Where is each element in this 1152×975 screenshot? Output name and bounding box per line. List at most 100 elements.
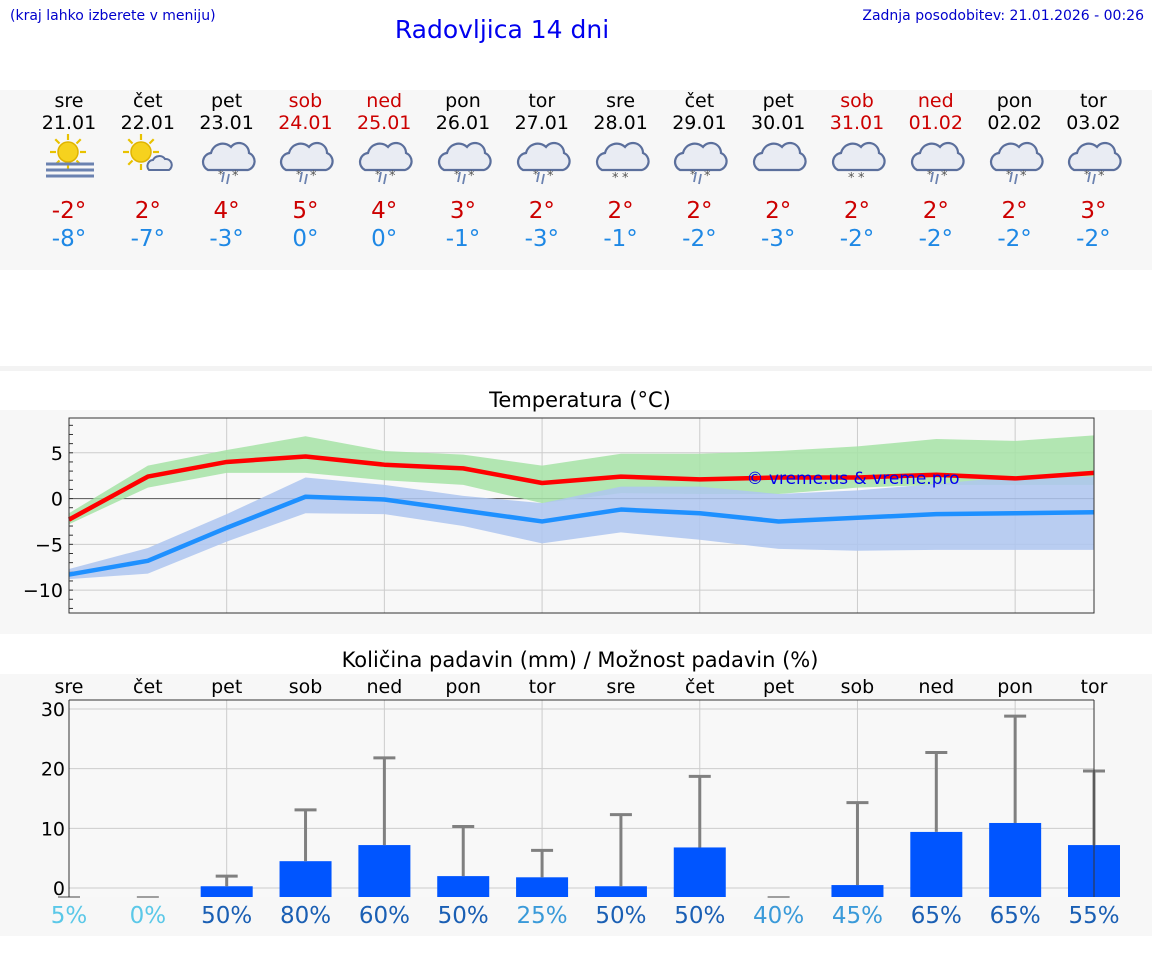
- temp-min: -3°: [760, 226, 796, 252]
- precipitation-bar: [200, 886, 253, 897]
- x-category-label: sre: [55, 676, 84, 698]
- day-name: čet: [133, 90, 163, 112]
- x-category-label: pet: [763, 676, 794, 698]
- precipitation-bar: [358, 845, 411, 897]
- precipitation-bar: [516, 877, 569, 897]
- precipitation-probability: 50%: [201, 903, 253, 929]
- svg-text:*: *: [547, 169, 554, 184]
- sun-fog-icon: [42, 134, 98, 190]
- rain-snow-icon: * *: [278, 134, 335, 190]
- svg-text:*: *: [622, 171, 629, 186]
- x-category-label: sre: [606, 676, 635, 698]
- svg-text:*: *: [941, 169, 948, 184]
- temp-min: -7°: [130, 226, 166, 252]
- y-tick-label: −5: [35, 534, 63, 556]
- day-date: 29.01: [672, 112, 727, 134]
- day-date: 28.01: [593, 112, 648, 134]
- day-name: sob: [288, 90, 323, 112]
- temp-min: -2°: [682, 226, 717, 252]
- x-category-label: pet: [211, 676, 242, 698]
- temperature-plot-frame: [68, 417, 1095, 614]
- day-date: 25.01: [356, 112, 412, 134]
- day-name: čet: [684, 90, 715, 112]
- precipitation-probability: 65%: [910, 903, 962, 929]
- precipitation-probability: 25%: [516, 903, 568, 929]
- rain-snow-icon: * *: [357, 134, 413, 190]
- temp-min: -2°: [918, 226, 954, 252]
- day-name: ned: [366, 90, 403, 112]
- rain-snow-icon: * *: [672, 134, 729, 190]
- svg-text:*: *: [218, 168, 224, 181]
- precipitation-probability: 45%: [831, 903, 884, 929]
- precipitation-bar: [910, 831, 963, 897]
- precipitation-bar: [437, 876, 490, 897]
- temp-max: -2°: [51, 198, 87, 224]
- temp-max: 2°: [528, 198, 555, 224]
- page-title: Radovljica 14 dni: [394, 15, 610, 44]
- rain-snow-icon: * *: [909, 134, 965, 190]
- temp-max: 2°: [765, 198, 792, 224]
- temp-min: -1°: [603, 226, 638, 252]
- rain-snow-icon: * *: [436, 134, 492, 190]
- svg-text:*: *: [375, 168, 381, 181]
- max-temperature-line: [67, 454, 1095, 522]
- precipitation-bar: [989, 822, 1042, 897]
- x-category-label: pon: [445, 676, 481, 698]
- svg-text:*: *: [1084, 168, 1090, 181]
- snow-icon: * *: [830, 134, 886, 190]
- precipitation-probability: 0%: [129, 903, 167, 929]
- temp-max: 4°: [213, 198, 240, 224]
- x-category-label: tor: [529, 676, 556, 698]
- svg-text:*: *: [296, 168, 302, 181]
- svg-text:*: *: [468, 169, 475, 184]
- temperature-chart-title: Temperatura (°C): [489, 388, 671, 412]
- x-category-label: ned: [918, 676, 954, 698]
- cloud-icon: [751, 134, 807, 190]
- temp-max: 2°: [607, 198, 634, 224]
- temp-min: -2°: [1076, 226, 1111, 252]
- svg-text:*: *: [927, 168, 933, 181]
- snow-icon: * *: [594, 134, 650, 190]
- day-date: 21.01: [41, 112, 97, 134]
- temp-min: 0°: [371, 226, 398, 252]
- day-date: 27.01: [514, 112, 569, 134]
- day-name: pon: [996, 90, 1033, 112]
- day-name: tor: [1079, 90, 1107, 112]
- svg-text:*: *: [232, 169, 239, 184]
- temp-max: 2°: [1001, 198, 1028, 224]
- temp-max: 2°: [922, 198, 949, 224]
- precipitation-probability: 5%: [50, 903, 88, 929]
- svg-text:*: *: [454, 168, 460, 181]
- x-category-label: pon: [997, 676, 1033, 698]
- precipitation-bar: [831, 885, 884, 897]
- precipitation-probability: 50%: [437, 903, 489, 929]
- rain-snow-icon: * *: [515, 134, 571, 190]
- svg-text:*: *: [1020, 169, 1027, 184]
- svg-text:*: *: [848, 171, 855, 186]
- day-date: 31.01: [829, 112, 885, 134]
- day-name: sob: [840, 90, 874, 112]
- svg-text:*: *: [533, 168, 539, 181]
- day-date: 01.02: [908, 112, 963, 134]
- y-tick-label: 10: [41, 818, 65, 840]
- y-tick-label: −10: [23, 580, 63, 602]
- temp-max: 5°: [292, 198, 319, 224]
- temp-min: -2°: [839, 226, 875, 252]
- day-name: sre: [606, 90, 636, 112]
- svg-text:*: *: [858, 171, 865, 186]
- day-name: pet: [762, 90, 794, 112]
- precipitation-probability: 55%: [1068, 903, 1120, 929]
- y-tick-label: 5: [51, 443, 63, 465]
- y-tick-label: 30: [41, 699, 65, 721]
- day-name: tor: [528, 90, 556, 112]
- temp-max: 2°: [134, 198, 161, 224]
- precipitation-probability: 60%: [358, 903, 410, 929]
- y-tick-label: 0: [51, 489, 63, 511]
- min-temperature-line: [68, 494, 1095, 577]
- min-temperature-range-band: [69, 476, 1094, 580]
- precipitation-bar: [279, 861, 332, 897]
- x-category-label: čet: [685, 676, 715, 698]
- x-category-label: čet: [133, 676, 163, 698]
- rain-snow-icon: * *: [200, 134, 256, 190]
